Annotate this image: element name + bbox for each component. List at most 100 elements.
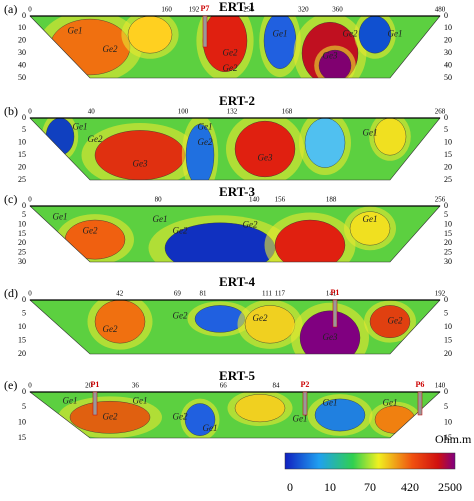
borehole	[332, 299, 338, 328]
depth-tick: 15	[18, 433, 26, 442]
panel-title: ERT-5	[219, 368, 255, 383]
depth-tick: 30	[444, 48, 452, 57]
depth-tick: 25	[18, 247, 26, 256]
resistivity-zone	[374, 405, 416, 434]
distance-tick: 256	[435, 196, 446, 204]
resistivity-zone	[234, 394, 286, 423]
depth-tick: 20	[444, 36, 452, 45]
depth-tick: 0	[444, 11, 448, 20]
distance-tick: 188	[326, 196, 337, 204]
depth-tick: 10	[444, 417, 452, 426]
colorbar-tick: 10	[324, 480, 336, 494]
zone-label: Ge1	[133, 395, 148, 405]
zone-label: Ge1	[383, 398, 398, 408]
depth-tick: 0	[22, 113, 26, 122]
zone-label: Ge1	[68, 26, 83, 36]
depth-tick: 5	[444, 125, 448, 134]
distance-tick: 0	[28, 6, 32, 14]
distance-tick: 40	[88, 108, 96, 116]
depth-tick: 15	[444, 229, 452, 238]
resistivity-zone	[358, 16, 392, 54]
zone-label: Ge1	[388, 29, 403, 39]
zone-label: Ge1	[203, 423, 218, 433]
panel-label: (b)	[4, 104, 18, 118]
distance-tick: 66	[220, 382, 228, 390]
borehole-label: P7	[201, 4, 210, 13]
zone-label: Ge2	[243, 220, 258, 230]
depth-tick: 5	[22, 308, 26, 317]
zone-label: Ge2	[173, 411, 188, 421]
distance-tick: 20	[85, 382, 93, 390]
section	[30, 16, 440, 78]
borehole	[92, 391, 98, 416]
resistivity-zone	[127, 16, 173, 54]
zone-label: Ge3	[323, 50, 338, 60]
resistivity-zone	[373, 118, 407, 156]
borehole-label: P1	[91, 380, 100, 389]
borehole	[202, 15, 208, 48]
depth-tick: 15	[444, 150, 452, 159]
depth-tick: 10	[18, 23, 26, 32]
zone-label: Ge2	[343, 29, 358, 39]
depth-tick: 10	[444, 138, 452, 147]
depth-tick: 10	[18, 138, 26, 147]
depth-tick: 50	[18, 73, 26, 82]
distance-tick: 0	[28, 196, 32, 204]
depth-tick: 25	[444, 247, 452, 256]
depth-tick: 20	[18, 238, 26, 247]
borehole-label: P6	[416, 380, 425, 389]
borehole-label: P1	[331, 288, 340, 297]
resistivity-zone	[184, 403, 216, 436]
resistivity-zone	[263, 16, 297, 69]
distance-tick: 0	[28, 108, 32, 116]
resistivity-zone	[369, 305, 411, 338]
distance-tick: 0	[28, 382, 32, 390]
zone-label: Ge1	[63, 395, 78, 405]
distance-tick: 42	[116, 290, 124, 298]
depth-tick: 20	[18, 36, 26, 45]
zone-label: Ge2	[103, 44, 118, 54]
borehole	[302, 391, 308, 416]
distance-tick: 140	[249, 196, 260, 204]
depth-tick: 50	[444, 73, 452, 82]
depth-tick: 25	[18, 175, 26, 184]
depth-tick: 10	[18, 219, 26, 228]
resistivity-zone	[299, 310, 361, 354]
colorbar-tick: 420	[401, 480, 419, 494]
depth-tick: 40	[18, 60, 26, 69]
depth-tick: 15	[18, 229, 26, 238]
distance-tick: 256	[243, 6, 254, 14]
zone-label: Ge1	[273, 29, 288, 39]
zone-label: Ge1	[198, 121, 213, 131]
zone-label: Ge2	[88, 134, 103, 144]
distance-tick: 69	[174, 290, 182, 298]
depth-tick: 5	[444, 402, 448, 411]
depth-tick: 15	[444, 433, 452, 442]
resistivity-zone	[194, 305, 246, 333]
depth-tick: 0	[444, 113, 448, 122]
resistivity-zone	[244, 305, 296, 344]
zone-label: Ge3	[133, 159, 148, 169]
borehole-label: P2	[301, 380, 310, 389]
colorbar	[284, 452, 456, 470]
depth-tick: 30	[18, 257, 26, 266]
zone-label: Ge3	[323, 332, 338, 342]
resistivity-zone	[185, 123, 215, 180]
section	[30, 300, 440, 354]
distance-tick: 111	[262, 290, 272, 298]
zone-label: Ge1	[363, 214, 378, 224]
section	[30, 118, 440, 180]
zone-label: Ge2	[223, 63, 238, 73]
zone-label: Ge2	[173, 310, 188, 320]
zone-label: Ge1	[293, 414, 308, 424]
zone-label: Ge2	[83, 225, 98, 235]
depth-tick: 5	[22, 210, 26, 219]
distance-tick: 80	[155, 196, 163, 204]
depth-tick: 5	[22, 125, 26, 134]
panel-label: (d)	[4, 286, 18, 300]
depth-tick: 0	[22, 387, 26, 396]
depth-tick: 0	[22, 11, 26, 20]
zone-label: Ge2	[253, 313, 268, 323]
distance-tick: 268	[435, 108, 446, 116]
resistivity-zone	[45, 118, 75, 156]
